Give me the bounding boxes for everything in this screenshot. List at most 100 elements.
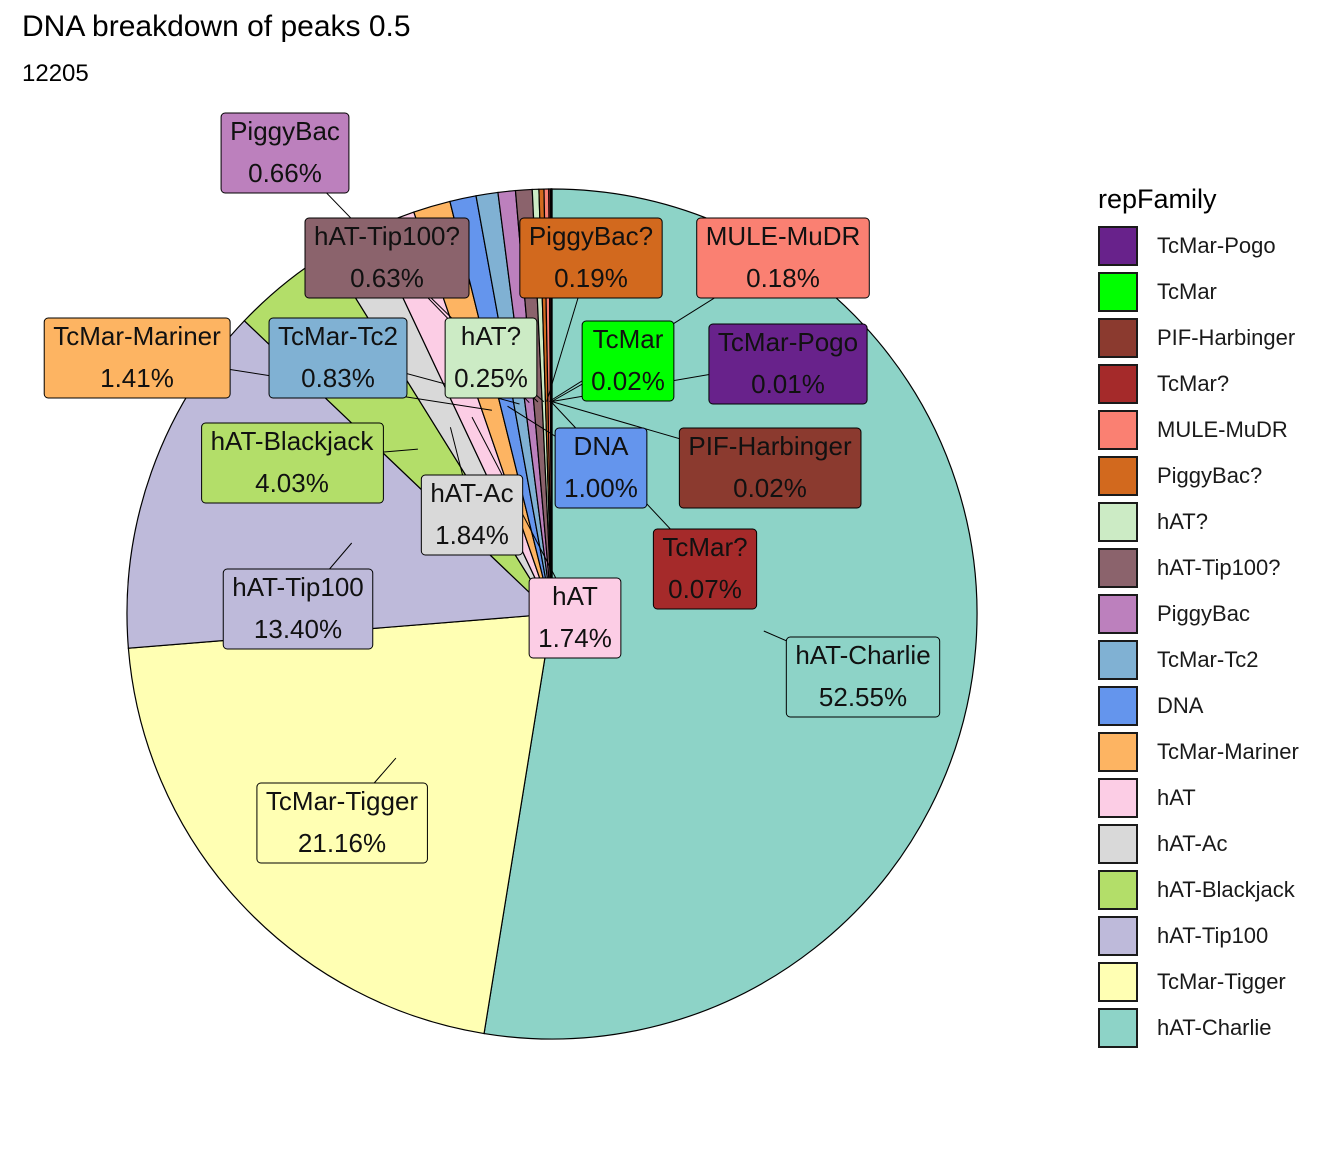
legend-label: TcMar bbox=[1157, 279, 1217, 304]
slice-label-box bbox=[708, 323, 868, 405]
slice-label-box bbox=[220, 112, 350, 194]
legend-item-hat-ac: hAT-Ac bbox=[1098, 821, 1299, 867]
slice-label-tcmar-pogo: TcMar-Pogo 0.01% bbox=[708, 323, 868, 405]
legend-label: hAT-Tip100? bbox=[1157, 555, 1281, 580]
legend-item-hat-tip100-: hAT-Tip100? bbox=[1098, 545, 1299, 591]
legend-swatch bbox=[1098, 364, 1138, 404]
slice-label-box bbox=[554, 427, 648, 509]
legend-item-hat-: hAT? bbox=[1098, 499, 1299, 545]
slice-label-hat: hAT 1.74% bbox=[528, 577, 622, 659]
chart-title: DNA breakdown of peaks 0.5 bbox=[22, 10, 411, 43]
slice-label-tcmar-: TcMar? 0.07% bbox=[652, 528, 758, 610]
slice-label-box bbox=[420, 474, 524, 556]
slice-label-hat-charlie: hAT-Charlie 52.55% bbox=[785, 636, 941, 718]
legend-item-tcmar-tigger: TcMar-Tigger bbox=[1098, 959, 1299, 1005]
slice-label-box bbox=[785, 636, 941, 718]
legend-item-piggybac: PiggyBac bbox=[1098, 591, 1299, 637]
legend-item-tcmar: TcMar bbox=[1098, 269, 1299, 315]
slice-labels: hAT-Charlie 52.55% TcMar-Tigger 21.16% hAT-T… bbox=[43, 112, 941, 864]
legend-label: DNA bbox=[1157, 693, 1204, 718]
slice-label-name: hAT-Tip100? bbox=[314, 221, 460, 251]
slice-label-hat-tip100-: hAT-Tip100? 0.63% bbox=[304, 217, 470, 299]
slice-label-box bbox=[696, 217, 870, 299]
legend-item-tcmar-tc2: TcMar-Tc2 bbox=[1098, 637, 1299, 683]
slice-label-name: hAT-Blackjack bbox=[211, 426, 375, 456]
slice-label-hat-ac: hAT-Ac 1.84% bbox=[420, 474, 524, 556]
slice-label-percent: 0.18% bbox=[746, 263, 820, 293]
legend-item-hat-tip100: hAT-Tip100 bbox=[1098, 913, 1299, 959]
legend-label: hAT-Charlie bbox=[1157, 1015, 1272, 1040]
slice-label-percent: 0.66% bbox=[248, 158, 322, 188]
slice-label-name: TcMar-Mariner bbox=[53, 321, 221, 351]
legend-swatch bbox=[1098, 594, 1138, 634]
slice-label-tcmar-mariner: TcMar-Mariner 1.41% bbox=[43, 317, 231, 399]
legend-label: hAT-Blackjack bbox=[1157, 877, 1295, 902]
slice-label-box bbox=[43, 317, 231, 399]
legend-swatch bbox=[1098, 226, 1138, 266]
slice-label-percent: 13.40% bbox=[254, 614, 342, 644]
legend-label: PiggyBac bbox=[1157, 601, 1250, 626]
legend-swatch bbox=[1098, 732, 1138, 772]
slice-label-pif-harbinger: PIF-Harbinger 0.02% bbox=[678, 427, 862, 509]
slice-label-percent: 1.41% bbox=[100, 363, 174, 393]
legend-swatch bbox=[1098, 1008, 1138, 1048]
slice-label-name: hAT-Ac bbox=[430, 478, 513, 508]
slice-label-hat-tip100: hAT-Tip100 13.40% bbox=[222, 568, 374, 650]
slice-label-name: TcMar-Tigger bbox=[266, 786, 419, 816]
legend-item-dna: DNA bbox=[1098, 683, 1299, 729]
legend-item-mule-mudr: MULE-MuDR bbox=[1098, 407, 1299, 453]
legend-label: hAT-Ac bbox=[1157, 831, 1228, 856]
slice-label-name: TcMar? bbox=[662, 532, 747, 562]
slice-label-box bbox=[268, 317, 408, 399]
slice-label-percent: 0.25% bbox=[454, 363, 528, 393]
legend-label: TcMar-Mariner bbox=[1157, 739, 1299, 764]
legend-rows: TcMar-Pogo TcMar PIF-Harbinger TcMar? MULE-M… bbox=[1098, 223, 1299, 1051]
slice-label-name: hAT-Tip100 bbox=[232, 572, 364, 602]
slice-label-hat-: hAT? 0.25% bbox=[444, 317, 538, 399]
slice-label-tcmar-tigger: TcMar-Tigger 21.16% bbox=[256, 782, 428, 864]
slice-label-percent: 0.63% bbox=[350, 263, 424, 293]
slice-label-box bbox=[652, 528, 758, 610]
legend-swatch bbox=[1098, 962, 1138, 1002]
legend-item-tcmar-: TcMar? bbox=[1098, 361, 1299, 407]
slice-label-name: TcMar-Pogo bbox=[718, 327, 858, 357]
slice-label-name: PiggyBac bbox=[230, 116, 340, 146]
slice-label-hat-blackjack: hAT-Blackjack 4.03% bbox=[201, 422, 384, 504]
slice-label-percent: 1.00% bbox=[564, 473, 638, 503]
slice-label-name: PiggyBac? bbox=[529, 221, 653, 251]
slice-label-piggybac-: PiggyBac? 0.19% bbox=[519, 217, 663, 299]
slice-label-name: TcMar-Tc2 bbox=[278, 321, 398, 351]
legend-swatch bbox=[1098, 272, 1138, 312]
slice-label-box bbox=[519, 217, 663, 299]
slice-label-percent: 0.07% bbox=[668, 574, 742, 604]
slice-label-percent: 0.83% bbox=[301, 363, 375, 393]
legend-label: TcMar-Pogo bbox=[1157, 233, 1276, 258]
legend-swatch bbox=[1098, 870, 1138, 910]
legend-swatch bbox=[1098, 640, 1138, 680]
legend-swatch bbox=[1098, 502, 1138, 542]
slice-label-dna: DNA 1.00% bbox=[554, 427, 648, 509]
legend-item-tcmar-pogo: TcMar-Pogo bbox=[1098, 223, 1299, 269]
slice-label-percent: 0.01% bbox=[751, 369, 825, 399]
slice-label-name: hAT-Charlie bbox=[795, 640, 930, 670]
slice-label-piggybac: PiggyBac 0.66% bbox=[220, 112, 350, 194]
legend-swatch bbox=[1098, 824, 1138, 864]
slice-label-box bbox=[256, 782, 428, 864]
slice-label-percent: 21.16% bbox=[298, 828, 386, 858]
slice-label-mule-mudr: MULE-MuDR 0.18% bbox=[696, 217, 870, 299]
slice-label-percent: 0.02% bbox=[733, 473, 807, 503]
slice-label-box bbox=[581, 320, 675, 402]
legend-label: TcMar-Tc2 bbox=[1157, 647, 1259, 672]
slice-label-tcmar: TcMar 0.02% bbox=[581, 320, 675, 402]
legend-label: TcMar-Tigger bbox=[1157, 969, 1286, 994]
slice-label-box bbox=[304, 217, 470, 299]
legend-label: PIF-Harbinger bbox=[1157, 325, 1296, 350]
slice-label-name: hAT bbox=[552, 581, 598, 611]
legend-title: repFamily bbox=[1098, 184, 1217, 214]
slice-label-name: TcMar bbox=[593, 324, 664, 354]
legend-swatch bbox=[1098, 686, 1138, 726]
slice-label-tcmar-tc2: TcMar-Tc2 0.83% bbox=[268, 317, 408, 399]
slice-label-percent: 52.55% bbox=[819, 682, 907, 712]
legend-item-hat-blackjack: hAT-Blackjack bbox=[1098, 867, 1299, 913]
